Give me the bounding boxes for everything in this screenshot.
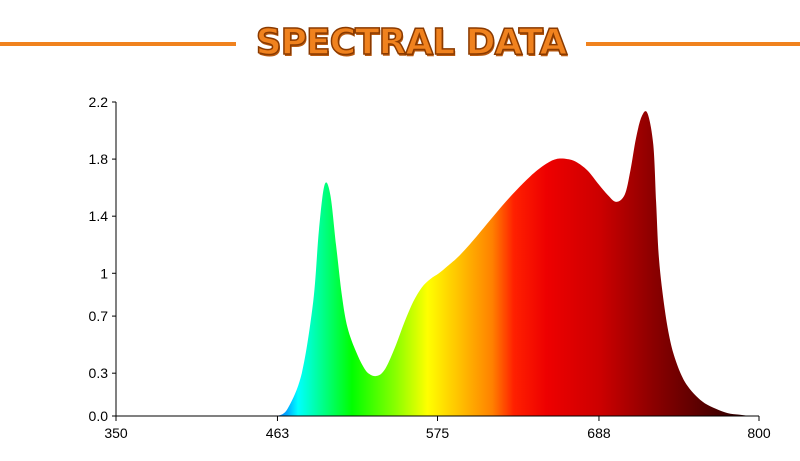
y-tick-label: 0.0 <box>89 408 109 424</box>
x-tick-label: 575 <box>426 425 450 441</box>
spectrum-area <box>277 111 759 417</box>
y-tick-label: 1.4 <box>89 208 109 224</box>
y-tick-label: 0.7 <box>89 308 109 324</box>
y-tick-label: 1 <box>100 265 108 281</box>
y-tick-label: 0.3 <box>89 365 109 381</box>
x-tick-label: 463 <box>266 425 290 441</box>
y-tick-label: 2.2 <box>89 94 109 110</box>
x-tick-label: 800 <box>747 425 771 441</box>
page-title: SPECTRAL DATA <box>255 21 568 64</box>
axes: 350 463 575 688 800 0.0 0.3 0.7 1 1.4 1.8 2.2 <box>89 94 771 441</box>
x-tick-label: 688 <box>587 425 611 441</box>
title-rule-right <box>586 42 800 46</box>
title-rule-left <box>0 42 236 46</box>
plot-area <box>277 111 759 417</box>
title-bar: SPECTRAL DATA <box>0 0 800 90</box>
y-tick-label: 1.8 <box>89 151 109 167</box>
x-tick-label: 350 <box>104 425 128 441</box>
